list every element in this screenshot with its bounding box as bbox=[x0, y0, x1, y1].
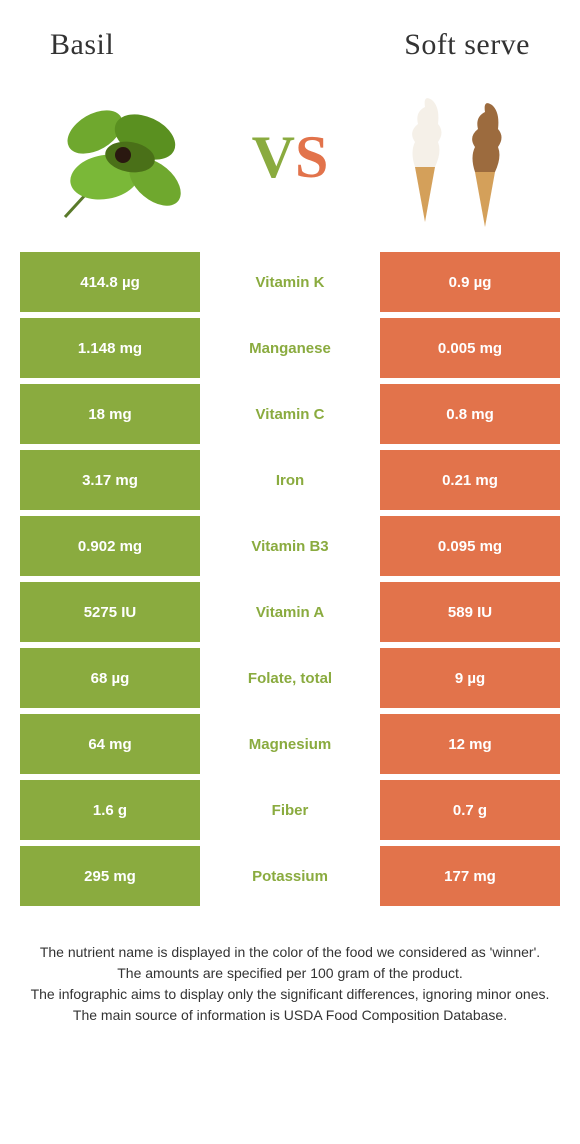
nutrient-name-cell: Vitamin C bbox=[200, 384, 380, 444]
right-value-cell: 0.8 mg bbox=[380, 384, 560, 444]
table-row: 3.17 mgIron0.21 mg bbox=[20, 450, 560, 510]
table-row: 1.6 gFiber0.7 g bbox=[20, 780, 560, 840]
left-value-cell: 3.17 mg bbox=[20, 450, 200, 510]
nutrient-name-cell: Iron bbox=[200, 450, 380, 510]
table-row: 414.8 µgVitamin K0.9 µg bbox=[20, 252, 560, 312]
right-value-cell: 0.005 mg bbox=[380, 318, 560, 378]
left-food-image bbox=[40, 82, 200, 232]
nutrient-name-cell: Manganese bbox=[200, 318, 380, 378]
nutrient-name-cell: Vitamin K bbox=[200, 252, 380, 312]
comparison-table: 414.8 µgVitamin K0.9 µg1.148 mgManganese… bbox=[0, 252, 580, 906]
right-value-cell: 177 mg bbox=[380, 846, 560, 906]
nutrient-name-cell: Magnesium bbox=[200, 714, 380, 774]
left-food-title: Basil bbox=[50, 28, 114, 62]
left-value-cell: 1.6 g bbox=[20, 780, 200, 840]
footnote: The nutrient name is displayed in the co… bbox=[0, 912, 580, 1026]
left-value-cell: 64 mg bbox=[20, 714, 200, 774]
basil-icon bbox=[45, 87, 195, 227]
images-row: VS bbox=[0, 72, 580, 252]
nutrient-name-cell: Vitamin B3 bbox=[200, 516, 380, 576]
table-row: 295 mgPotassium177 mg bbox=[20, 846, 560, 906]
table-row: 68 µgFolate, total9 µg bbox=[20, 648, 560, 708]
right-value-cell: 589 IU bbox=[380, 582, 560, 642]
right-food-image bbox=[380, 82, 540, 232]
table-row: 18 mgVitamin C0.8 mg bbox=[20, 384, 560, 444]
vs-label: VS bbox=[252, 123, 329, 192]
right-value-cell: 0.7 g bbox=[380, 780, 560, 840]
left-value-cell: 1.148 mg bbox=[20, 318, 200, 378]
right-value-cell: 9 µg bbox=[380, 648, 560, 708]
footnote-line: The main source of information is USDA F… bbox=[28, 1005, 552, 1026]
nutrient-name-cell: Folate, total bbox=[200, 648, 380, 708]
footnote-line: The amounts are specified per 100 gram o… bbox=[28, 963, 552, 984]
left-value-cell: 68 µg bbox=[20, 648, 200, 708]
table-row: 5275 IUVitamin A589 IU bbox=[20, 582, 560, 642]
table-row: 64 mgMagnesium12 mg bbox=[20, 714, 560, 774]
right-food-title: Soft serve bbox=[404, 28, 530, 62]
right-value-cell: 0.095 mg bbox=[380, 516, 560, 576]
nutrient-name-cell: Fiber bbox=[200, 780, 380, 840]
footnote-line: The infographic aims to display only the… bbox=[28, 984, 552, 1005]
footnote-line: The nutrient name is displayed in the co… bbox=[28, 942, 552, 963]
nutrient-name-cell: Potassium bbox=[200, 846, 380, 906]
right-value-cell: 0.21 mg bbox=[380, 450, 560, 510]
nutrient-name-cell: Vitamin A bbox=[200, 582, 380, 642]
table-row: 1.148 mgManganese0.005 mg bbox=[20, 318, 560, 378]
table-row: 0.902 mgVitamin B30.095 mg bbox=[20, 516, 560, 576]
right-value-cell: 0.9 µg bbox=[380, 252, 560, 312]
left-value-cell: 0.902 mg bbox=[20, 516, 200, 576]
header: Basil Soft serve bbox=[0, 0, 580, 72]
left-value-cell: 18 mg bbox=[20, 384, 200, 444]
right-value-cell: 12 mg bbox=[380, 714, 560, 774]
left-value-cell: 414.8 µg bbox=[20, 252, 200, 312]
left-value-cell: 5275 IU bbox=[20, 582, 200, 642]
left-value-cell: 295 mg bbox=[20, 846, 200, 906]
soft-serve-icon bbox=[390, 82, 530, 232]
